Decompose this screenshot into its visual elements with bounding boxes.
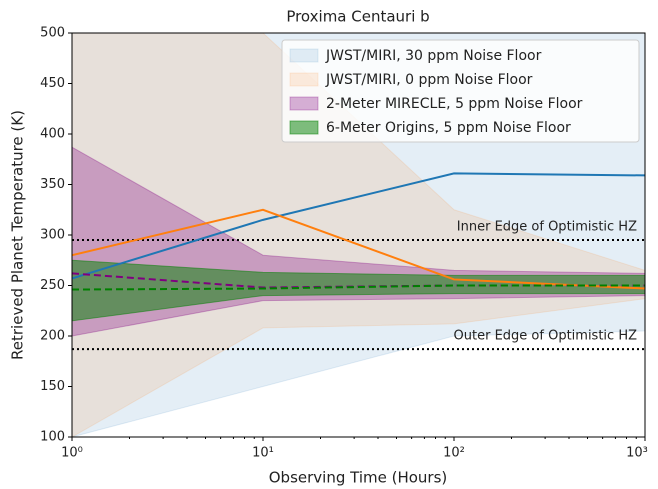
chart-title: Proxima Centauri b bbox=[286, 8, 429, 26]
y-tick-label: 450 bbox=[40, 76, 65, 91]
legend-swatch bbox=[289, 120, 319, 135]
median-line bbox=[71, 284, 645, 291]
x-tick-label: 10¹ bbox=[252, 446, 274, 461]
y-tick-label: 350 bbox=[40, 177, 65, 192]
y-tick-label: 100 bbox=[40, 430, 65, 445]
legend-label: 2-Meter MIRECLE, 5 ppm Noise Floor bbox=[326, 96, 583, 112]
y-tick-label: 500 bbox=[40, 26, 65, 41]
legend-swatch bbox=[289, 72, 319, 87]
y-tick-label: 150 bbox=[40, 379, 65, 394]
x-axis-label: Observing Time (Hours) bbox=[269, 469, 448, 487]
x-tick-label: 10² bbox=[443, 446, 465, 461]
legend-swatch bbox=[289, 48, 319, 63]
y-tick-label: 300 bbox=[40, 228, 65, 243]
legend-label: JWST/MIRI, 0 ppm Noise Floor bbox=[325, 72, 533, 88]
y-tick-label: 250 bbox=[40, 278, 65, 293]
x-tick-label: 10⁰ bbox=[61, 446, 83, 461]
legend-box bbox=[281, 39, 640, 143]
median-line bbox=[71, 172, 646, 280]
y-tick-label: 400 bbox=[40, 127, 65, 142]
y-tick-label: 200 bbox=[40, 329, 65, 344]
reference-label: Inner Edge of Optimistic HZ bbox=[457, 220, 637, 235]
legend-label: 6-Meter Origins, 5 ppm Noise Floor bbox=[326, 120, 571, 136]
legend-label: JWST/MIRI, 30 ppm Noise Floor bbox=[325, 48, 542, 64]
reference-label: Outer Edge of Optimistic HZ bbox=[454, 329, 638, 344]
median-line bbox=[71, 208, 646, 290]
x-tick-label: 10³ bbox=[626, 446, 648, 461]
legend-swatch bbox=[289, 96, 319, 111]
y-axis-label: Retrieved Planet Temperature (K) bbox=[9, 110, 27, 360]
